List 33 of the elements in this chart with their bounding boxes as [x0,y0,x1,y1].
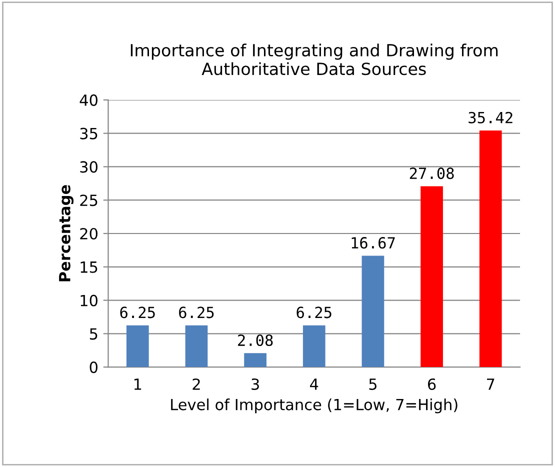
data-label: 16.67 [352,237,395,249]
y-tick-label: 25 [80,194,98,206]
y-tick-label: 15 [80,262,98,273]
bar [479,130,502,368]
data-label: 6.25 [120,306,155,318]
data-label: 2.08 [238,334,273,346]
data-label: 27.08 [410,168,454,180]
x-tick-label: 5 [369,378,376,390]
bar [420,186,443,368]
bar [126,325,149,368]
data-label: 35.42 [468,112,512,124]
y-tick-label: 40 [80,94,98,106]
y-tick-label: 0 [90,362,98,374]
data-label: 6.25 [179,306,214,318]
x-tick-label: 3 [252,378,259,390]
bar [244,353,266,368]
bar [185,325,208,368]
x-tick-label: 2 [192,378,200,390]
chart-title: Importance of Integrating and Drawing from Authoritative Data Sources [130,44,498,76]
y-tick-label: 10 [80,294,98,306]
y-axis-title: Percentage [59,185,74,282]
bar [302,325,326,368]
bar [362,256,384,368]
x-tick-label: 1 [134,378,142,390]
x-axis-title: Level of Importance (1=Low, 7=High) [171,398,458,414]
y-tick-label: 20 [80,228,98,240]
x-tick-label: 7 [487,378,494,390]
x-tick-label: 4 [310,378,318,390]
y-tick-label: 5 [90,328,98,340]
data-label: 6.25 [296,306,332,318]
y-tick-label: 30 [80,161,98,173]
x-tick-label: 6 [428,378,436,390]
y-tick-label: 35 [80,128,98,140]
